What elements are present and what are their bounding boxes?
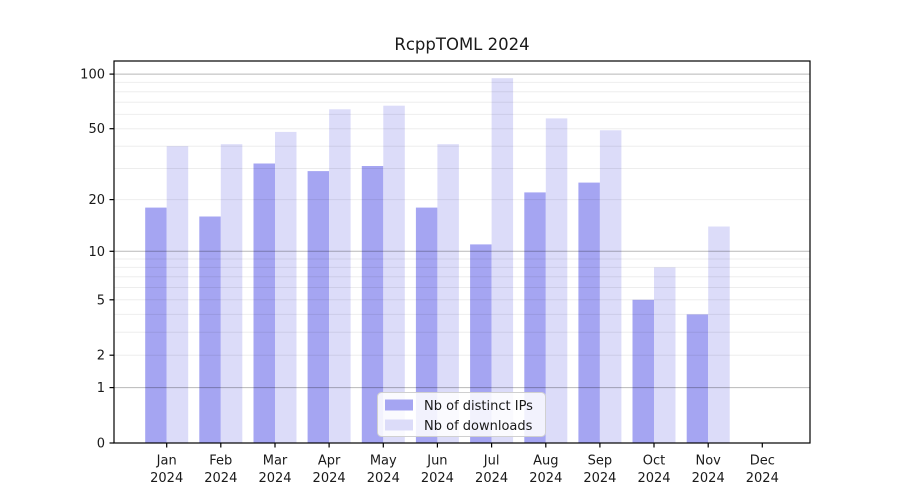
x-tick-label-month: Aug — [533, 454, 558, 469]
legend-swatch-downloads — [385, 419, 413, 431]
y-tick-label: 2 — [97, 349, 105, 364]
y-tick-label: 100 — [80, 68, 105, 83]
x-tick-label-year: 2024 — [529, 471, 562, 486]
bars-layer — [145, 78, 730, 444]
x-tick-label-month: Sep — [588, 454, 613, 469]
x-tick-label-month: Dec — [750, 454, 775, 469]
x-tick-label-month: Jul — [483, 454, 500, 469]
grid-layer — [114, 73, 810, 389]
x-tick-label-year: 2024 — [746, 471, 779, 486]
bar-apr-downloads — [329, 109, 351, 444]
chart-title: RcppTOML 2024 — [394, 35, 529, 54]
x-tick-label-year: 2024 — [313, 471, 346, 486]
legend-label-distinct-ips: Nb of distinct IPs — [424, 399, 533, 414]
x-tick-label-year: 2024 — [258, 471, 291, 486]
bar-mar-distinct-ips — [253, 163, 275, 443]
axis-layer: 0 1 2 5 10 20 50 100 Jan 2024 Feb 2024 Mar 2024 Apr 202… — [80, 68, 779, 486]
x-tick-label-year: 2024 — [204, 471, 237, 486]
bar-feb-distinct-ips — [199, 216, 221, 443]
bar-feb-downloads — [220, 144, 243, 443]
bar-jan-downloads — [166, 146, 189, 443]
plot-border — [113, 60, 811, 444]
bar-may-downloads — [383, 105, 405, 443]
bar-nov-distinct-ips — [686, 314, 709, 443]
y-tick-label: 50 — [88, 122, 105, 137]
bar-aug-distinct-ips — [524, 192, 546, 443]
y-tick-label: 20 — [88, 193, 105, 208]
bar-jun-distinct-ips — [415, 207, 438, 443]
x-tick-label-year: 2024 — [583, 471, 616, 486]
x-tick-label-month: Nov — [696, 454, 722, 469]
bar-oct-downloads — [654, 267, 676, 443]
legend-swatch-distinct-ips — [385, 399, 413, 411]
bar-apr-distinct-ips — [307, 171, 330, 443]
x-tick-label-month: Apr — [318, 454, 341, 469]
x-tick-label-year: 2024 — [421, 471, 454, 486]
x-tick-label-month: Jan — [156, 454, 177, 469]
bar-oct-distinct-ips — [632, 299, 654, 443]
legend-label-downloads: Nb of downloads — [424, 419, 533, 434]
bar-sep-distinct-ips — [578, 182, 600, 443]
x-tick-label-year: 2024 — [692, 471, 725, 486]
x-tick-label-month: Jun — [426, 454, 447, 469]
bar-sep-downloads — [599, 130, 622, 444]
x-tick-label-month: Mar — [263, 454, 288, 469]
x-tick-label-year: 2024 — [637, 471, 670, 486]
x-tick-label-year: 2024 — [367, 471, 400, 486]
bar-aug-downloads — [545, 118, 568, 444]
y-tick-label: 0 — [97, 437, 105, 452]
y-tick-label: 5 — [97, 293, 105, 308]
legend: Nb of distinct IPs Nb of downloads — [377, 392, 546, 437]
y-tick-label: 1 — [97, 381, 105, 396]
x-tick-label-month: Oct — [643, 454, 665, 469]
y-tick-label: 10 — [88, 245, 105, 260]
bar-jun-downloads — [437, 144, 459, 443]
bar-nov-downloads — [708, 226, 730, 443]
x-tick-label-year: 2024 — [150, 471, 183, 486]
bar-may-distinct-ips — [361, 166, 384, 443]
bar-jul-downloads — [491, 78, 514, 443]
x-tick-label-year: 2024 — [475, 471, 508, 486]
bar-jan-distinct-ips — [145, 207, 167, 443]
bar-mar-downloads — [275, 131, 297, 443]
x-tick-label-month: Feb — [209, 454, 232, 469]
legend-box — [377, 392, 546, 437]
x-tick-label-month: May — [370, 454, 397, 469]
